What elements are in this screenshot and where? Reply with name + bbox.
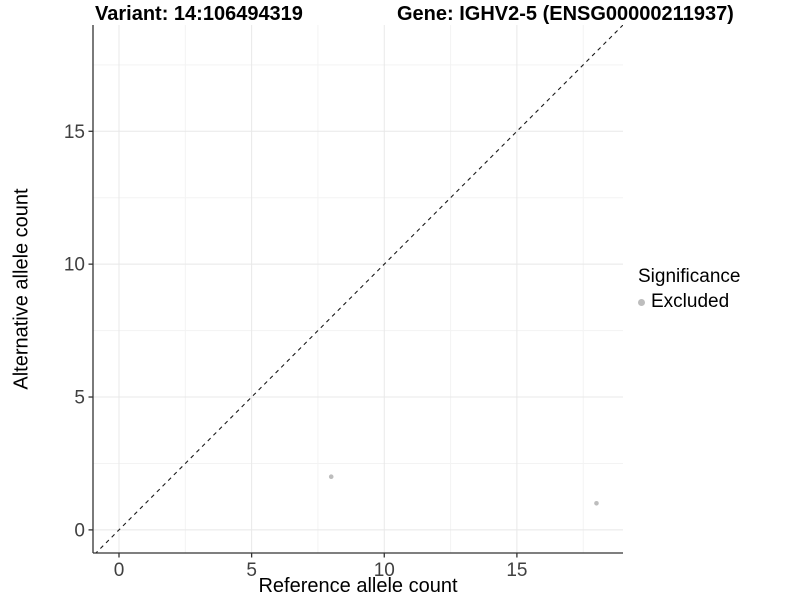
legend-entry: Excluded bbox=[638, 291, 740, 313]
data-point bbox=[594, 501, 599, 506]
y-tick-label: 10 bbox=[64, 255, 85, 276]
x-tick-label: 15 bbox=[506, 560, 527, 581]
y-tick-label: 5 bbox=[74, 388, 85, 409]
plot-title-gene: Gene: IGHV2-5 (ENSG00000211937) bbox=[397, 3, 734, 25]
legend-point-icon bbox=[638, 298, 645, 306]
x-tick-label: 5 bbox=[246, 560, 257, 581]
legend-entry-label: Excluded bbox=[651, 291, 730, 312]
x-tick-label: 0 bbox=[114, 560, 125, 581]
plot-title-variant: Variant: 14:106494319 bbox=[95, 3, 303, 25]
identity-line bbox=[95, 25, 623, 553]
y-tick-label: 15 bbox=[64, 122, 85, 143]
y-axis-title: Alternative allele count bbox=[10, 188, 33, 390]
x-axis-title: Reference allele count bbox=[258, 575, 458, 597]
y-tick-label: 0 bbox=[74, 520, 85, 541]
legend-title: Significance bbox=[638, 266, 741, 287]
data-point bbox=[328, 474, 334, 480]
legend: Significance Excluded bbox=[638, 266, 740, 313]
x-tick-label: 10 bbox=[374, 560, 395, 581]
